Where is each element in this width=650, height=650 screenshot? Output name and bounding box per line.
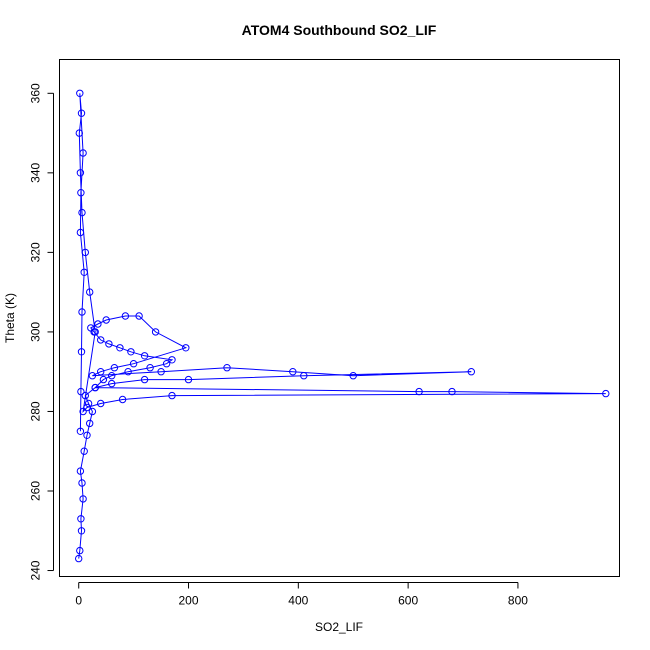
data-point xyxy=(76,228,85,237)
y-tick-label: 320 xyxy=(29,242,43,262)
data-point xyxy=(79,407,87,416)
data-point xyxy=(97,336,105,344)
data-point xyxy=(76,546,84,555)
data-point xyxy=(168,391,176,400)
data-point xyxy=(78,479,86,487)
data-point xyxy=(81,248,90,257)
data-point xyxy=(79,149,87,157)
x-axis-label: SO2_LIF xyxy=(315,620,363,634)
data-point xyxy=(91,383,99,392)
data-point xyxy=(77,109,86,117)
x-tick-label: 200 xyxy=(179,594,199,608)
data-point xyxy=(140,375,149,384)
data-point xyxy=(75,129,84,137)
data-point xyxy=(110,364,119,372)
data-point xyxy=(124,368,132,376)
data-point xyxy=(80,447,88,455)
data-point xyxy=(121,312,130,320)
data-point xyxy=(108,379,116,388)
x-tick-label: 600 xyxy=(398,594,418,608)
chart-title: ATOM4 Southbound SO2_LIF xyxy=(242,22,437,38)
data-point xyxy=(182,344,190,352)
data-point xyxy=(129,360,138,368)
data-point xyxy=(99,375,108,384)
data-point xyxy=(83,431,91,439)
data-point xyxy=(88,372,97,380)
data-point xyxy=(289,368,297,376)
data-point xyxy=(349,372,357,380)
data-point xyxy=(76,427,85,435)
data-point xyxy=(86,288,94,296)
y-tick-label: 280 xyxy=(29,401,43,421)
y-tick-label: 240 xyxy=(29,560,43,580)
data-point xyxy=(79,495,87,503)
data-point xyxy=(84,399,93,408)
data-point xyxy=(77,527,86,535)
x-tick-label: 400 xyxy=(288,594,308,608)
data-point xyxy=(118,395,127,404)
data-point xyxy=(415,387,423,396)
data-point xyxy=(140,352,149,360)
data-layer xyxy=(75,89,610,563)
y-tick-label: 260 xyxy=(29,481,43,501)
data-point xyxy=(83,403,91,412)
x-axis: 0 200 400 600 800 xyxy=(75,582,528,608)
y-axis: 240 260 280 300 320 340 360 xyxy=(29,83,54,581)
data-point xyxy=(448,387,456,396)
data-point xyxy=(91,328,99,336)
data-point xyxy=(77,189,85,197)
data-point xyxy=(94,320,102,328)
data-point xyxy=(76,89,84,98)
series-line xyxy=(78,93,606,559)
data-point xyxy=(77,515,85,523)
data-point xyxy=(105,340,113,348)
data-point xyxy=(76,467,85,475)
data-point xyxy=(108,372,116,380)
data-point xyxy=(80,268,88,276)
data-point xyxy=(88,407,97,416)
data-point xyxy=(78,308,86,316)
data-point xyxy=(300,372,308,380)
data-point xyxy=(127,348,135,356)
data-point xyxy=(97,368,105,376)
data-point xyxy=(77,348,86,356)
y-tick-label: 340 xyxy=(29,163,43,183)
data-point xyxy=(467,368,475,376)
data-point xyxy=(602,389,610,398)
data-point xyxy=(184,375,193,384)
data-point xyxy=(86,419,94,428)
data-point xyxy=(146,364,154,372)
y-axis-label: Theta (K) xyxy=(3,293,17,343)
data-point xyxy=(102,316,110,324)
x-tick-label: 0 xyxy=(75,594,82,608)
x-tick-label: 800 xyxy=(508,594,528,608)
data-point xyxy=(135,312,143,320)
y-tick-label: 360 xyxy=(29,83,43,103)
data-point xyxy=(223,364,231,372)
data-point xyxy=(151,328,160,336)
data-point xyxy=(75,554,83,563)
y-tick-label: 300 xyxy=(29,322,43,342)
data-point xyxy=(97,399,105,408)
data-point xyxy=(81,391,90,400)
data-point xyxy=(168,356,176,364)
data-point xyxy=(162,360,171,368)
data-point xyxy=(77,387,85,396)
data-point xyxy=(157,368,165,376)
plot-frame xyxy=(59,59,620,577)
data-point xyxy=(76,169,85,177)
data-point xyxy=(116,344,124,352)
data-point xyxy=(78,208,86,217)
data-point xyxy=(87,324,95,332)
